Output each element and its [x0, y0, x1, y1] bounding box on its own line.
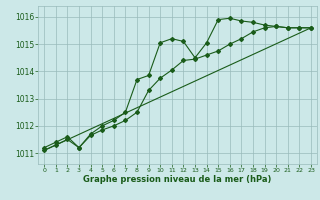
X-axis label: Graphe pression niveau de la mer (hPa): Graphe pression niveau de la mer (hPa) — [84, 175, 272, 184]
